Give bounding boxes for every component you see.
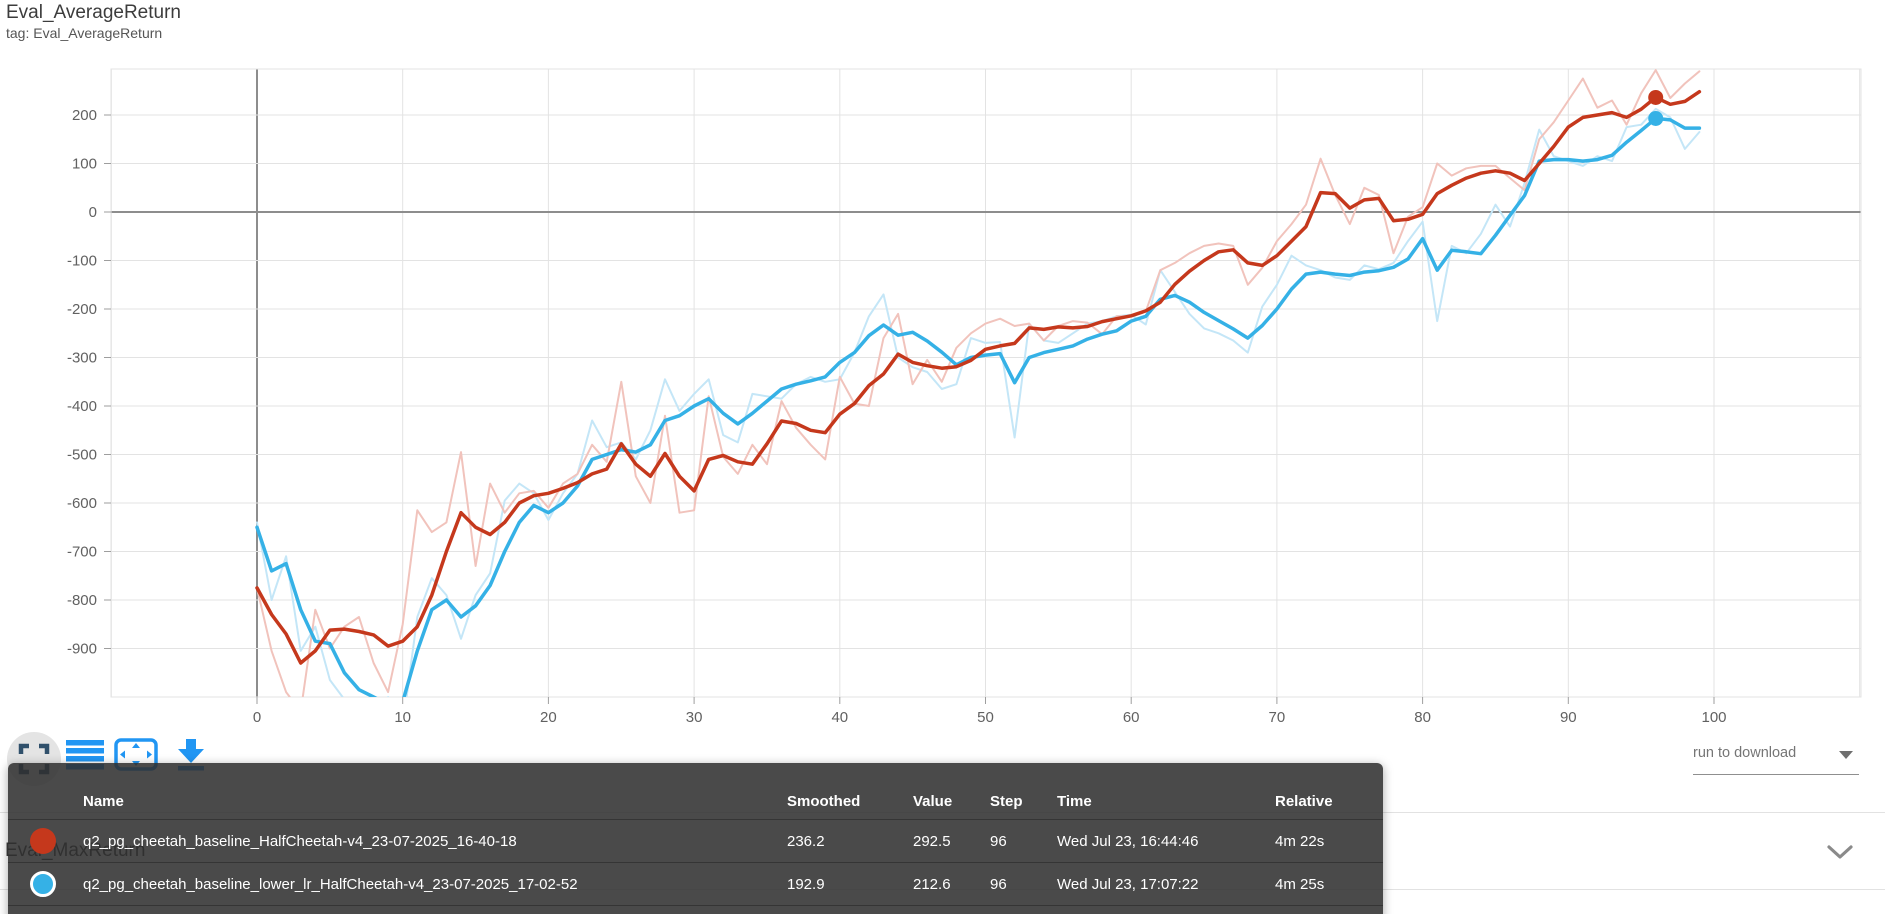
smoothed-value: 236.2 [787, 819, 913, 863]
x-tick-label: 80 [1414, 709, 1431, 726]
smoothed-series-line [255, 89, 1702, 665]
x-tick-label: 0 [253, 709, 261, 726]
smoothed-series-line [255, 116, 1702, 697]
tooltip-header: Relative [1275, 763, 1383, 820]
x-tick-label: 50 [977, 709, 994, 726]
smoothed-value: 192.9 [787, 862, 913, 906]
tooltip-header: Name [83, 763, 787, 820]
run-color-dot [29, 828, 56, 854]
tooltip-header-row: Name Smoothed Value Step Time Relative [8, 763, 1383, 820]
x-tick-label: 20 [540, 709, 557, 726]
series-layer [255, 69, 1702, 697]
select-underline [1693, 774, 1859, 775]
hover-tooltip: Name Smoothed Value Step Time Relative q2_pg_… [8, 763, 1383, 914]
tooltip-run-row: q2_pg_cheetah_baseline_HalfCheetah-v4_23… [8, 819, 1383, 863]
tooltip-header: Time [1057, 763, 1275, 820]
tooltip-run-row: q2_pg_cheetah_baseline_lower_lr_HalfChee… [8, 862, 1383, 906]
relative-value: 4m 25s [1275, 862, 1383, 906]
y-tick-label: -500 [67, 447, 97, 464]
step-value: 96 [990, 862, 1057, 906]
chevron-down-icon[interactable] [1826, 844, 1854, 866]
y-tick-label: -900 [67, 641, 97, 658]
tooltip-header: Smoothed [787, 763, 913, 820]
chart-tag-subtitle: tag: Eval_AverageReturn [6, 25, 163, 41]
y-tick-label: -300 [67, 350, 97, 367]
time-value: Wed Jul 23, 17:07:22 [1057, 862, 1275, 906]
y-tick-label: -400 [67, 398, 97, 415]
tooltip-table: Name Smoothed Value Step Time Relative q2_pg_… [8, 763, 1383, 906]
tooltip-dot-column [8, 763, 83, 820]
x-tick-label: 70 [1269, 709, 1286, 726]
y-tick-label: -600 [67, 495, 97, 512]
x-tick-label: 30 [686, 709, 703, 726]
run-name: q2_pg_cheetah_baseline_HalfCheetah-v4_23… [83, 819, 787, 863]
hover-point-marker [1648, 110, 1664, 126]
raw-series-line [256, 69, 1701, 697]
run-color-dot [29, 871, 56, 897]
y-tick-label: 100 [72, 156, 97, 173]
tooltip-header: Value [913, 763, 990, 820]
expand-card-icon[interactable] [16, 741, 52, 782]
y-tick-label: 0 [89, 204, 97, 221]
raw-value: 212.6 [913, 862, 990, 906]
y-tick-label: -800 [67, 592, 97, 609]
y-tick-label: 200 [72, 107, 97, 124]
y-tick-label: -700 [67, 544, 97, 561]
relative-value: 4m 22s [1275, 819, 1383, 863]
raw-value: 292.5 [913, 819, 990, 863]
run-name: q2_pg_cheetah_baseline_lower_lr_HalfChee… [83, 862, 787, 906]
run-to-download-label: run to download [1693, 745, 1797, 761]
y-tick-label: -100 [67, 253, 97, 270]
dropdown-caret-icon [1839, 751, 1853, 759]
y-tick-label: -200 [67, 301, 97, 318]
page-title: Eval_AverageReturn [6, 2, 181, 23]
x-tick-label: 40 [831, 709, 848, 726]
hover-point-marker [1648, 89, 1664, 105]
time-value: Wed Jul 23, 16:44:46 [1057, 819, 1275, 863]
x-tick-label: 60 [1123, 709, 1140, 726]
step-value: 96 [990, 819, 1057, 863]
raw-series-line [256, 107, 1701, 697]
x-tick-label: 10 [394, 709, 411, 726]
x-tick-label: 90 [1560, 709, 1577, 726]
x-tick-label: 100 [1701, 709, 1726, 726]
run-to-download-select[interactable]: run to download [1693, 743, 1859, 777]
tooltip-header: Step [990, 763, 1057, 820]
